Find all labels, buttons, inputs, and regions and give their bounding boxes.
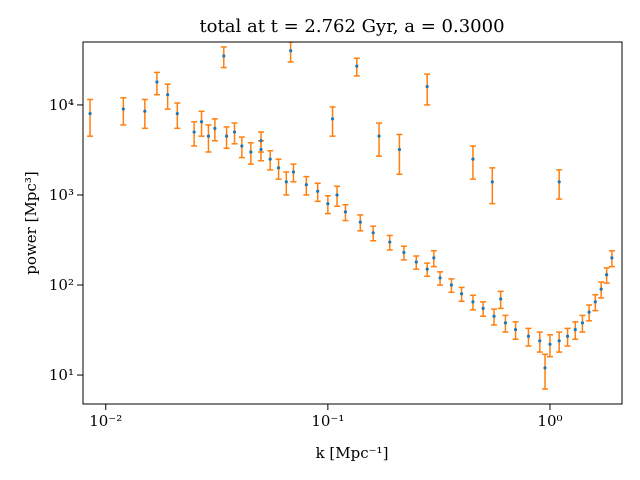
data-point [316, 189, 320, 193]
error-bar [205, 124, 212, 153]
data-point [402, 250, 406, 255]
error-bar [198, 110, 205, 137]
data-point [259, 139, 263, 143]
data-point [304, 183, 308, 187]
x-tick-label: 10⁻² [89, 412, 122, 430]
data-point [166, 93, 170, 97]
data-point [593, 300, 597, 304]
data-point [449, 283, 454, 287]
data-point [377, 134, 381, 138]
data-point [503, 321, 508, 325]
data-point [425, 84, 429, 89]
data-point [335, 193, 339, 197]
data-point [155, 80, 159, 84]
error-bar [396, 133, 403, 175]
data-point [224, 134, 229, 138]
y-tick-label: 10⁴ [49, 96, 74, 114]
plot-area [87, 42, 615, 390]
y-tick-label: 10¹ [49, 366, 74, 384]
data-point [481, 306, 485, 310]
data-point [414, 260, 418, 264]
data-point [259, 147, 263, 152]
data-point [557, 180, 561, 184]
y-tick-label: 10³ [49, 186, 74, 204]
data-point [289, 49, 293, 53]
error-bar [329, 106, 336, 137]
data-point [490, 180, 494, 184]
x-tick-label: 10⁻¹ [311, 412, 344, 430]
data-point [206, 134, 211, 138]
data-point [513, 327, 518, 332]
chart-title: total at t = 2.762 Gyr, a = 0.3000 [199, 16, 504, 37]
data-point [284, 180, 288, 184]
error-bar [87, 98, 94, 137]
data-point [573, 327, 577, 332]
data-point [471, 300, 475, 304]
data-point [88, 112, 92, 116]
data-point [326, 202, 330, 206]
data-point [249, 150, 253, 154]
y-tick-label: 10² [49, 276, 74, 294]
data-point [538, 339, 542, 343]
data-point [471, 157, 475, 161]
data-point [548, 342, 552, 346]
error-bar [191, 121, 198, 147]
data-point [232, 130, 237, 134]
error-bar [141, 98, 148, 130]
data-point [459, 292, 464, 296]
data-point [492, 314, 496, 318]
error-bar [376, 122, 383, 157]
data-point [388, 240, 392, 244]
data-point [355, 64, 359, 68]
data-point [432, 256, 436, 260]
data-point [425, 267, 429, 271]
data-point [565, 334, 570, 338]
error-bar [174, 102, 181, 130]
y-axis-label: power [Mpc³] [22, 171, 40, 274]
data-point [143, 109, 147, 113]
data-point [438, 276, 442, 280]
data-point [175, 112, 179, 116]
data-point [610, 256, 614, 260]
data-point [240, 144, 244, 148]
error-bar [469, 145, 476, 180]
data-point [268, 157, 272, 161]
data-point [397, 147, 402, 152]
data-point [343, 210, 348, 214]
data-point [605, 273, 609, 277]
data-point [358, 220, 362, 224]
error-bar [164, 83, 171, 110]
x-axis-label: k [Mpc⁻¹] [316, 444, 389, 462]
data-point [330, 117, 335, 121]
error-bar [120, 97, 127, 126]
data-point [599, 287, 603, 291]
error-bar [489, 167, 496, 205]
error-bar [283, 171, 290, 196]
data-point [213, 126, 217, 130]
data-point [291, 170, 296, 174]
x-tick-label: 10⁰ [537, 412, 562, 430]
data-point [543, 366, 547, 370]
data-point [121, 107, 125, 111]
data-point [499, 297, 503, 301]
error-bar [542, 353, 549, 390]
error-bar [556, 169, 563, 200]
data-point [192, 130, 196, 134]
axes-frame [82, 41, 623, 405]
data-point [222, 54, 226, 58]
data-point [580, 321, 585, 325]
data-point [526, 334, 531, 338]
data-point [199, 120, 204, 124]
data-point [557, 339, 561, 343]
data-point [276, 166, 281, 170]
error-bar [424, 73, 431, 106]
data-point [587, 310, 591, 314]
data-point [371, 231, 375, 235]
